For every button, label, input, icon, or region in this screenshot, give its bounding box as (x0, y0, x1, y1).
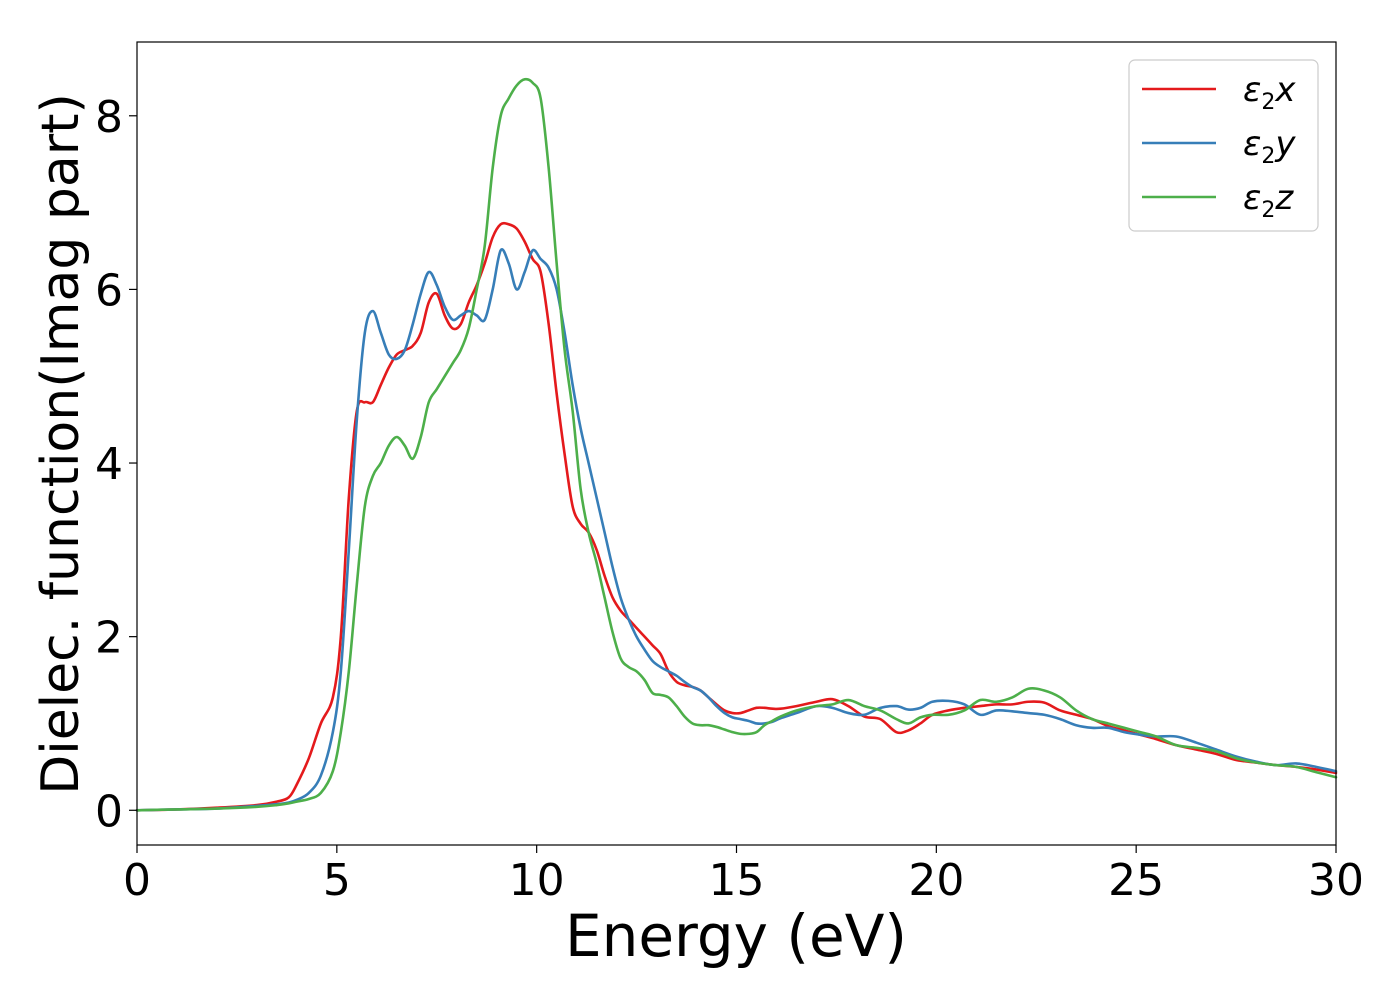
y-tick-label: 0 (95, 786, 123, 837)
y-tick-label: 8 (95, 92, 123, 143)
x-tick-label: 0 (123, 855, 151, 906)
x-axis-ticks: 0 5 10 15 20 25 30 (123, 845, 1364, 906)
x-tick-label: 20 (908, 855, 964, 906)
x-tick-label: 10 (509, 855, 565, 906)
series-layer (135, 77, 1338, 812)
x-tick-label: 5 (323, 855, 351, 906)
y-tick-label: 2 (95, 613, 123, 664)
series-line-y (135, 248, 1338, 812)
x-tick-label: 30 (1308, 855, 1364, 906)
y-axis-ticks: 0 2 4 6 8 (95, 92, 137, 837)
y-tick-label: 6 (95, 265, 123, 316)
y-axis-title: Dielec. function(Imag part) (31, 93, 91, 795)
x-tick-label: 25 (1108, 855, 1164, 906)
y-tick-label: 4 (95, 439, 123, 490)
x-tick-label: 15 (709, 855, 765, 906)
series-line-x (135, 221, 1338, 812)
series-line-z (135, 77, 1338, 812)
x-axis-title: Energy (eV) (565, 902, 907, 970)
legend-label-z: ε2z (1243, 178, 1294, 223)
legend-box (1128, 59, 1319, 232)
